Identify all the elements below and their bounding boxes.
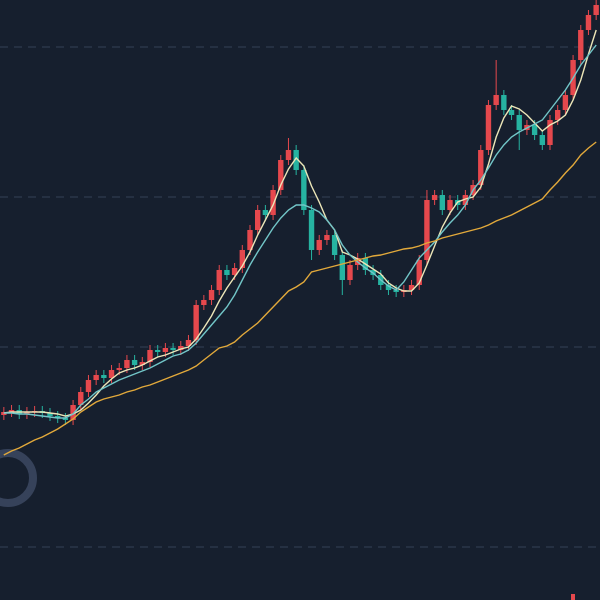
candle-body	[285, 150, 292, 160]
moving-average-line	[3, 44, 597, 419]
candle-body	[531, 125, 538, 135]
candle-body	[393, 290, 399, 292]
candle-body	[208, 290, 215, 300]
candle-body	[431, 195, 438, 200]
moving-average-line	[3, 29, 597, 417]
candle-body	[562, 95, 569, 110]
candle-body	[155, 350, 161, 352]
candle-body	[493, 95, 499, 105]
candle-body	[224, 270, 230, 275]
candle-body	[293, 150, 299, 170]
candle-body	[555, 110, 561, 120]
candle-body	[447, 200, 453, 210]
candle-body	[516, 115, 522, 130]
candle-body	[385, 285, 392, 290]
candle-body	[247, 230, 253, 250]
candle-body	[178, 346, 184, 350]
candle-body	[485, 105, 492, 150]
candle-body	[185, 340, 192, 346]
candle-body	[108, 370, 115, 378]
candle-body	[62, 418, 69, 420]
candle-body	[78, 392, 84, 405]
candle-body	[408, 285, 415, 290]
candle-body	[262, 210, 269, 215]
candle-body	[301, 170, 307, 210]
candle-body	[585, 15, 592, 30]
candle-body	[201, 300, 207, 305]
candle-body	[101, 375, 107, 378]
candle-body	[339, 255, 345, 280]
candle-body	[170, 348, 176, 350]
candle-body	[93, 375, 99, 380]
candle-body	[239, 250, 245, 268]
candle-body	[578, 30, 584, 60]
candle-body	[508, 110, 515, 115]
candle-body	[255, 210, 261, 230]
candle-body	[416, 260, 422, 285]
candle-body	[47, 413, 53, 416]
candle-body	[316, 240, 322, 250]
candle-body	[70, 405, 76, 420]
candle-body	[8, 410, 15, 412]
candle-body	[231, 268, 238, 275]
candle-body	[139, 362, 145, 365]
candle-body	[593, 5, 599, 15]
candle-body	[124, 360, 130, 368]
candle-body	[193, 305, 199, 340]
candle-body	[347, 265, 353, 280]
candle-body	[539, 135, 545, 145]
candle-body	[308, 210, 315, 250]
candle-body	[147, 350, 153, 362]
candle-body	[131, 360, 138, 365]
candle-body	[439, 195, 445, 210]
candle-body	[85, 380, 92, 392]
corner-marker	[571, 594, 575, 600]
candle-body	[278, 160, 284, 190]
candle-body	[424, 200, 430, 260]
candle-body	[216, 270, 222, 290]
candle-body	[462, 195, 469, 205]
candle-body	[270, 190, 276, 215]
candle-body	[547, 120, 553, 145]
candle-body	[24, 412, 30, 414]
candle-body	[55, 416, 61, 418]
candle-body	[116, 368, 122, 370]
candle-body	[331, 235, 338, 255]
candle-body	[162, 348, 169, 352]
candle-body	[501, 95, 507, 110]
candle-body	[478, 150, 484, 185]
candle-body	[324, 235, 330, 240]
moving-average-line	[3, 141, 597, 456]
